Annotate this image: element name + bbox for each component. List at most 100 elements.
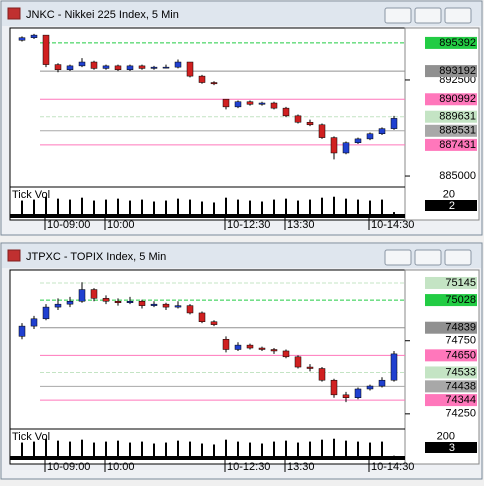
volume-bar [237,442,239,456]
level-label: 74650 [445,349,476,361]
candle-body [235,102,241,107]
minimize-button[interactable] [385,8,411,23]
candle-body [79,62,85,66]
volume-bar [321,440,323,456]
volume-bar [393,212,395,214]
candle-body [43,35,49,64]
candle-body [331,380,337,395]
candle-body [43,307,49,319]
volume-bar [21,201,23,214]
level-label: 74839 [445,322,476,334]
volume-bar [213,202,215,214]
candle-body [187,62,193,76]
volume-bar [381,442,383,456]
level-label: 74438 [445,380,476,392]
candle-body [259,348,265,349]
volume-bar [105,200,107,214]
candle-body [283,108,289,116]
window-icon [8,8,20,19]
volume-bar [225,440,227,456]
candle-body [343,395,349,398]
volume-bar [297,201,299,214]
candle-body [247,102,253,105]
level-label: 887431 [439,139,476,151]
close-button[interactable] [445,8,471,23]
close-button[interactable] [445,250,471,265]
window-icon [8,250,20,261]
candle-body [331,138,337,153]
volume-bar [129,443,131,456]
candle-body [367,134,373,139]
volume-bar [45,197,47,214]
candle-body [55,65,61,70]
candle-body [271,350,277,351]
level-label: 74344 [445,394,476,406]
volume-bar [261,444,263,456]
volume-bar [165,201,167,214]
volume-bar [237,200,239,214]
volume-bar [141,442,143,456]
level-label: 890992 [439,93,476,105]
volume-bar [177,441,179,456]
volume-bar [93,443,95,456]
window-title: JNKC - Nikkei 225 Index, 5 Min [26,9,179,21]
volume-bar [153,202,155,214]
candle-body [115,301,121,302]
candle-body [223,99,229,107]
candle-body [211,83,217,84]
candle-body [151,67,157,68]
volume-bar [165,443,167,456]
candle-body [319,369,325,381]
time-tick-label: 10-12:30 [227,219,270,231]
time-axis-bar [10,456,405,460]
volume-bar [81,198,83,214]
candle-body [31,35,37,38]
level-label: 75145 [445,277,476,289]
candle-body [259,103,265,104]
volume-bar [333,197,335,214]
level-label: 893192 [439,65,476,77]
maximize-button[interactable] [415,8,441,23]
candle-body [355,389,361,398]
candle-body [127,301,133,302]
candle-body [67,66,73,70]
time-tick-label: 10-09:00 [47,219,90,231]
maximize-button[interactable] [415,250,441,265]
candle-body [307,367,313,368]
candle-body [391,354,397,380]
minimize-button[interactable] [385,250,411,265]
candle-body [355,139,361,143]
candle-body [139,301,145,305]
candle-body [67,301,73,304]
volume-label: Tick Vol [12,431,50,443]
volume-bar [129,201,131,214]
volume-bar [285,441,287,456]
volume-tick-label: 200 [437,431,455,443]
volume-bar [249,201,251,214]
candle-body [283,351,289,357]
volume-bar [225,198,227,214]
volume-bar [69,200,71,214]
volume-bar [69,442,71,456]
candle-body [19,326,25,336]
candle-body [55,304,61,307]
plot-area [10,270,405,464]
level-label: 74533 [445,366,476,378]
time-tick-label: 10-12:30 [227,461,270,473]
volume-bar [33,200,35,214]
volume-bar [333,439,335,456]
candle-body [307,122,313,125]
plot-area [10,28,405,220]
volume-bar [249,443,251,456]
time-tick-label: 13:30 [287,461,315,473]
time-tick-label: 10:00 [107,219,135,231]
volume-bar [117,199,119,214]
volume-bar [369,443,371,456]
volume-bar [33,442,35,456]
volume-bar [345,441,347,456]
candle-body [247,345,253,348]
volume-bar [45,439,47,456]
candle-body [367,386,373,389]
candle-body [271,103,277,108]
